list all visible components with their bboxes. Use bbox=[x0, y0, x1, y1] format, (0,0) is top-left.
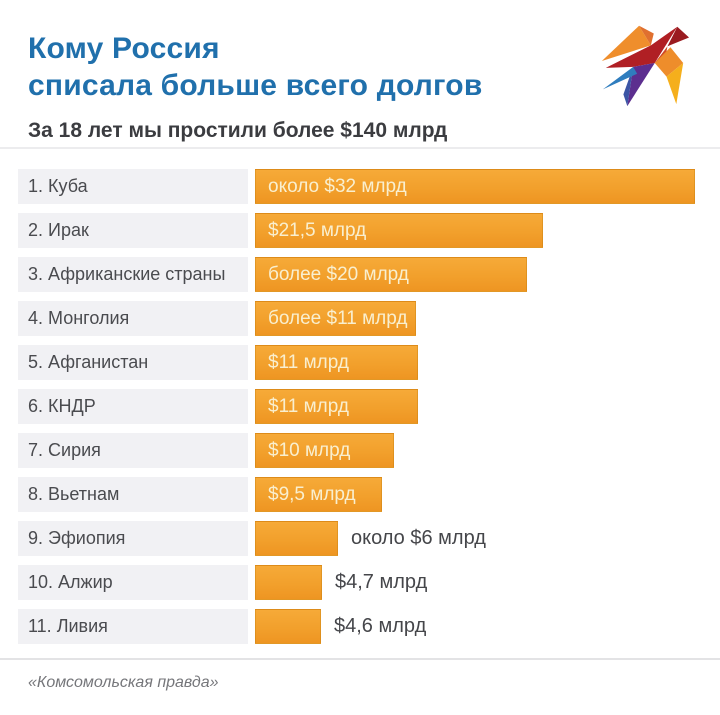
header: Кому Россия списала больше всего долгов … bbox=[28, 30, 580, 143]
country-label: 1. Куба bbox=[18, 169, 248, 204]
swallow-bird-logo-icon bbox=[601, 25, 690, 107]
country-label: 4. Монголия bbox=[18, 301, 248, 336]
value-label: $9,5 млрд bbox=[268, 483, 356, 505]
debt-bar: более $11 млрд bbox=[255, 301, 416, 336]
debt-bar: $11 млрд bbox=[255, 345, 418, 380]
country-label: 11. Ливия bbox=[18, 609, 248, 644]
country-label: 5. Афганистан bbox=[18, 345, 248, 380]
debt-bar bbox=[255, 609, 321, 644]
page-title-line1: Кому Россия bbox=[28, 32, 220, 65]
table-row: 11. Ливия $4,6 млрд bbox=[18, 609, 702, 644]
value-label: около $32 млрд bbox=[268, 175, 407, 197]
table-row: 9. Эфиопия около $6 млрд bbox=[18, 521, 702, 556]
table-row: 5. Афганистан $11 млрд bbox=[18, 345, 702, 380]
value-label-outside: $4,7 млрд bbox=[335, 571, 428, 593]
debt-bar: $21,5 млрд bbox=[255, 213, 543, 248]
country-label: 7. Сирия bbox=[18, 433, 248, 468]
table-row: 1. Куба около $32 млрд bbox=[18, 169, 702, 204]
value-label: $10 млрд bbox=[268, 439, 351, 461]
value-label-outside: $4,6 млрд bbox=[334, 615, 427, 637]
table-row: 10. Алжир $4,7 млрд bbox=[18, 565, 702, 600]
table-row: 2. Ирак $21,5 млрд bbox=[18, 213, 702, 248]
value-label: более $20 млрд bbox=[268, 263, 409, 285]
page-subtitle: За 18 лет мы простили более $140 млрд bbox=[28, 119, 448, 142]
country-label: 8. Вьетнам bbox=[18, 477, 248, 512]
debt-bar: $11 млрд bbox=[255, 389, 418, 424]
debt-bar: около $32 млрд bbox=[255, 169, 695, 204]
debt-bar: $10 млрд bbox=[255, 433, 394, 468]
debt-bar: $9,5 млрд bbox=[255, 477, 382, 512]
country-label: 9. Эфиопия bbox=[18, 521, 248, 556]
debt-bar-chart: 1. Куба около $32 млрд 2. Ирак $21,5 млр… bbox=[18, 169, 702, 653]
value-label-outside: около $6 млрд bbox=[351, 527, 486, 549]
value-label: более $11 млрд bbox=[268, 307, 408, 329]
header-divider bbox=[0, 147, 720, 149]
debt-bar: более $20 млрд bbox=[255, 257, 527, 292]
value-label: $11 млрд bbox=[268, 395, 349, 417]
table-row: 6. КНДР $11 млрд bbox=[18, 389, 702, 424]
table-row: 8. Вьетнам $9,5 млрд bbox=[18, 477, 702, 512]
debt-bar bbox=[255, 521, 338, 556]
source-credit: «Комсомольская правда» bbox=[28, 674, 219, 691]
footer-divider bbox=[0, 658, 720, 660]
country-label: 6. КНДР bbox=[18, 389, 248, 424]
country-label: 10. Алжир bbox=[18, 565, 248, 600]
page-title-line2: списала больше всего долгов bbox=[28, 69, 483, 102]
value-label: $21,5 млрд bbox=[268, 219, 367, 241]
table-row: 4. Монголия более $11 млрд bbox=[18, 301, 702, 336]
table-row: 3. Африканские страны более $20 млрд bbox=[18, 257, 702, 292]
page-title: Кому Россия списала больше всего долгов bbox=[28, 30, 580, 104]
table-row: 7. Сирия $10 млрд bbox=[18, 433, 702, 468]
value-label: $11 млрд bbox=[268, 351, 349, 373]
country-label: 3. Африканские страны bbox=[18, 257, 248, 292]
debt-bar bbox=[255, 565, 322, 600]
country-label: 2. Ирак bbox=[18, 213, 248, 248]
